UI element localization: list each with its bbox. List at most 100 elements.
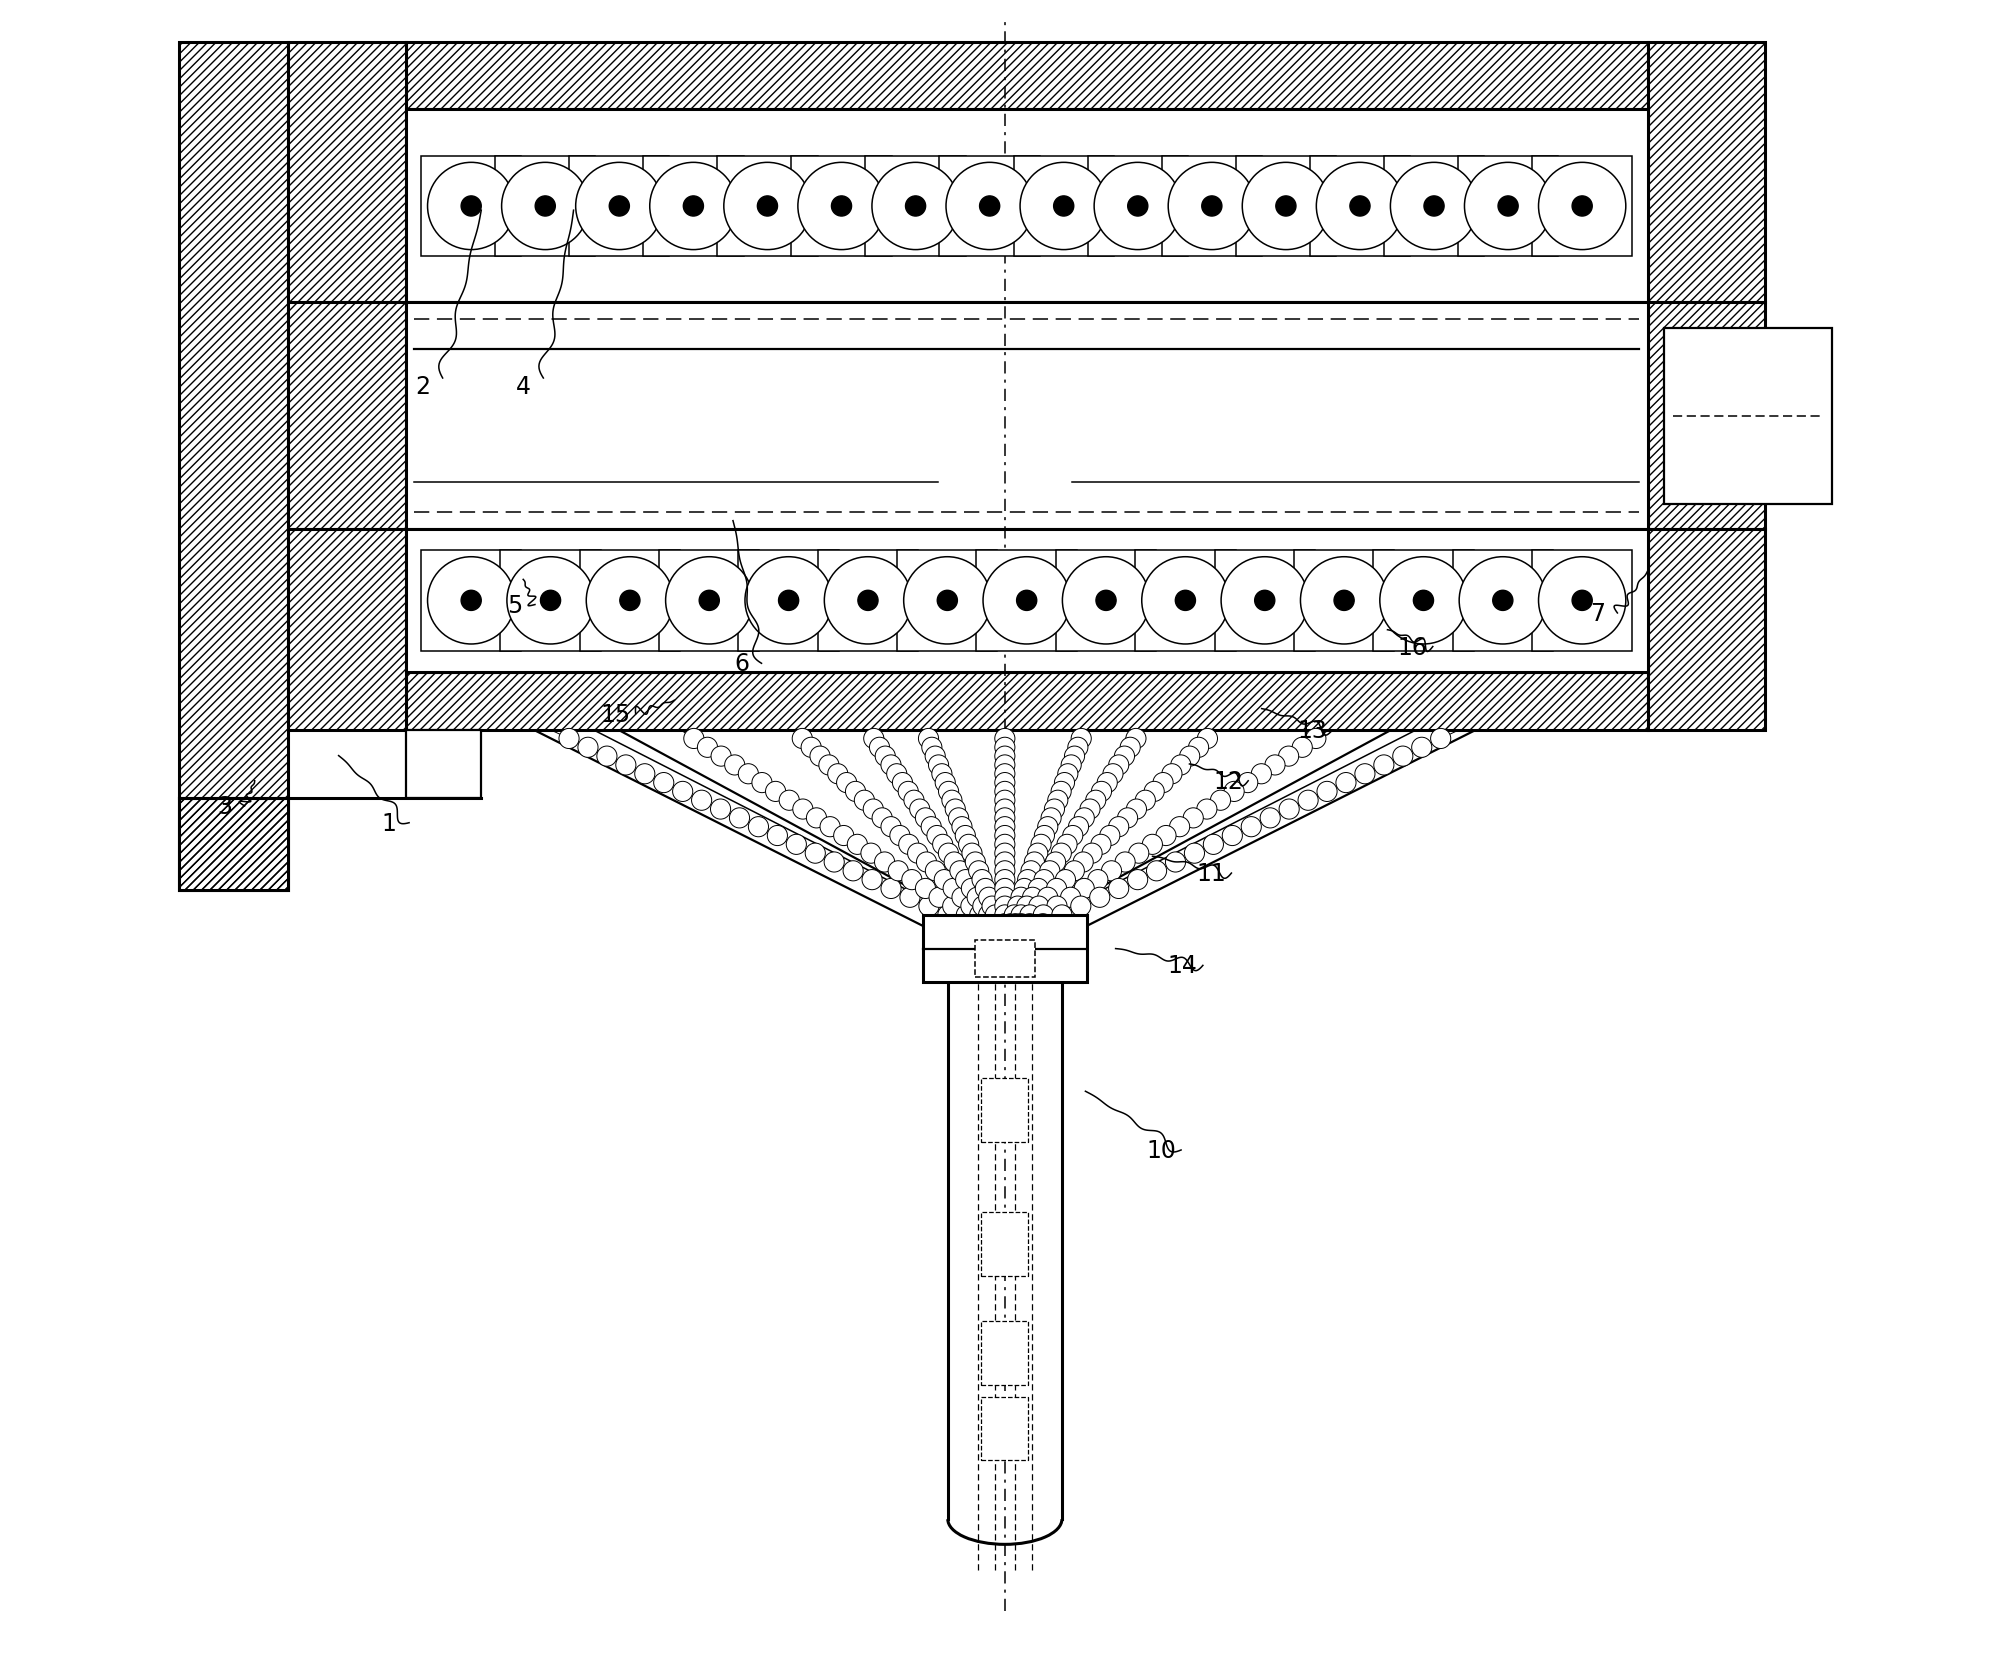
Circle shape xyxy=(683,197,703,217)
Circle shape xyxy=(995,827,1016,847)
Circle shape xyxy=(1002,914,1022,934)
Circle shape xyxy=(995,852,1016,872)
Circle shape xyxy=(1334,591,1354,612)
Circle shape xyxy=(1018,591,1038,612)
Circle shape xyxy=(1144,781,1164,801)
Circle shape xyxy=(1412,738,1432,758)
Circle shape xyxy=(1204,835,1224,855)
Circle shape xyxy=(559,729,579,749)
Bar xyxy=(288,529,407,731)
Circle shape xyxy=(1024,852,1044,872)
Circle shape xyxy=(1108,756,1130,776)
Circle shape xyxy=(793,800,813,820)
Circle shape xyxy=(1354,764,1374,785)
Circle shape xyxy=(1034,870,1054,890)
Bar xyxy=(1236,156,1336,257)
Text: 3: 3 xyxy=(216,795,232,818)
Circle shape xyxy=(969,862,989,882)
Circle shape xyxy=(995,906,1016,926)
Bar xyxy=(178,798,288,890)
Circle shape xyxy=(1012,887,1032,907)
Circle shape xyxy=(597,746,617,766)
Circle shape xyxy=(1142,835,1162,855)
Circle shape xyxy=(931,764,951,785)
Circle shape xyxy=(461,591,481,612)
Bar xyxy=(981,1322,1028,1384)
Circle shape xyxy=(1052,843,1072,864)
Circle shape xyxy=(1048,791,1068,811)
Circle shape xyxy=(1168,163,1256,250)
Circle shape xyxy=(1210,791,1230,811)
Circle shape xyxy=(1104,764,1124,785)
Bar xyxy=(643,156,743,257)
Circle shape xyxy=(1012,914,1032,934)
Circle shape xyxy=(745,558,831,645)
Circle shape xyxy=(1298,791,1318,811)
Circle shape xyxy=(697,738,717,758)
Bar xyxy=(1374,551,1474,652)
Text: 5: 5 xyxy=(507,593,523,617)
Circle shape xyxy=(887,764,907,785)
Circle shape xyxy=(609,197,629,217)
Circle shape xyxy=(869,738,889,758)
Bar xyxy=(569,156,669,257)
Circle shape xyxy=(847,835,867,855)
Circle shape xyxy=(779,591,799,612)
Circle shape xyxy=(881,816,901,837)
Circle shape xyxy=(1292,738,1312,758)
Circle shape xyxy=(961,843,981,864)
Bar xyxy=(659,551,759,652)
Circle shape xyxy=(1572,591,1592,612)
Circle shape xyxy=(765,781,785,801)
Circle shape xyxy=(861,843,881,864)
Circle shape xyxy=(725,756,745,776)
Bar xyxy=(1532,551,1632,652)
Circle shape xyxy=(1080,800,1100,820)
Circle shape xyxy=(1096,591,1116,612)
Circle shape xyxy=(757,197,777,217)
Circle shape xyxy=(875,852,895,872)
Circle shape xyxy=(1028,879,1048,899)
Circle shape xyxy=(1086,791,1106,811)
Text: 7: 7 xyxy=(1590,601,1604,625)
Circle shape xyxy=(1054,197,1074,217)
Circle shape xyxy=(937,591,957,612)
Circle shape xyxy=(1572,197,1592,217)
Circle shape xyxy=(1184,843,1204,864)
Circle shape xyxy=(961,897,981,917)
Circle shape xyxy=(1062,756,1082,776)
Circle shape xyxy=(929,756,949,776)
Circle shape xyxy=(995,862,1016,882)
Bar xyxy=(1648,529,1765,731)
Text: 2: 2 xyxy=(415,375,431,400)
Circle shape xyxy=(1092,835,1112,855)
Circle shape xyxy=(1058,835,1078,855)
Bar xyxy=(791,156,891,257)
Circle shape xyxy=(1170,816,1190,837)
Circle shape xyxy=(925,862,945,882)
Text: 11: 11 xyxy=(1196,862,1226,885)
Circle shape xyxy=(989,914,1010,934)
Circle shape xyxy=(1280,800,1300,820)
Circle shape xyxy=(779,791,799,811)
Bar xyxy=(1294,551,1394,652)
Bar xyxy=(1648,304,1765,529)
Circle shape xyxy=(995,781,1016,801)
Circle shape xyxy=(1142,558,1230,645)
Circle shape xyxy=(1094,163,1182,250)
Circle shape xyxy=(919,897,939,917)
Circle shape xyxy=(971,870,991,890)
Circle shape xyxy=(941,791,961,811)
Circle shape xyxy=(1414,591,1434,612)
Circle shape xyxy=(1252,764,1272,785)
Bar xyxy=(865,156,965,257)
Circle shape xyxy=(819,756,839,776)
Circle shape xyxy=(951,887,971,907)
Circle shape xyxy=(1022,887,1044,907)
Circle shape xyxy=(1012,906,1032,926)
Bar xyxy=(897,551,997,652)
Circle shape xyxy=(995,791,1016,811)
Circle shape xyxy=(711,800,731,820)
Circle shape xyxy=(979,887,999,907)
Circle shape xyxy=(1336,773,1356,793)
